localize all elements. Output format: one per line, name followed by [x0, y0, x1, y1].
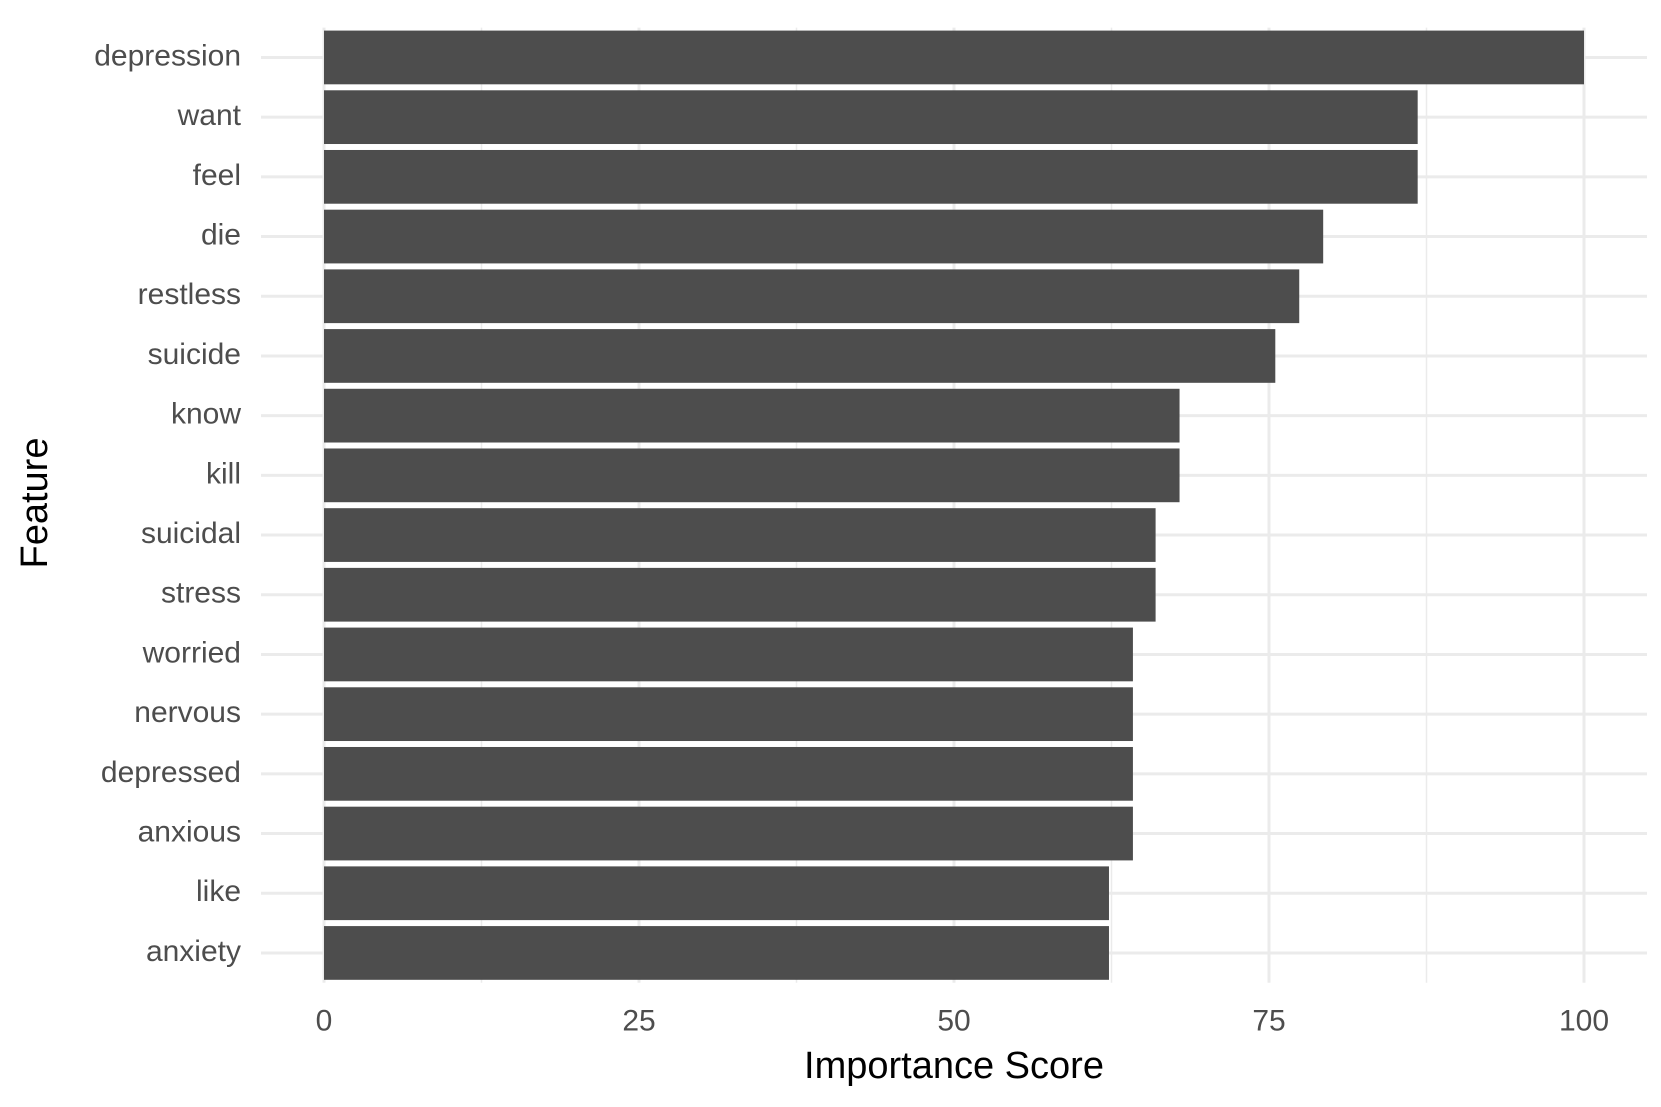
bar	[324, 508, 1156, 562]
y-tick-label: suicide	[148, 338, 241, 371]
y-tick-label: anxiety	[146, 935, 241, 968]
y-tick-label: kill	[206, 457, 241, 490]
y-tick-label: depression	[94, 39, 241, 72]
y-tick-label: feel	[193, 159, 241, 192]
bar	[324, 90, 1418, 145]
x-tick-label: 75	[1252, 1005, 1285, 1038]
bar	[324, 388, 1180, 443]
x-tick-label: 100	[1559, 1005, 1609, 1038]
x-tick-label: 25	[622, 1005, 655, 1038]
bar	[324, 687, 1133, 742]
y-axis-title: Feature	[14, 438, 56, 569]
y-tick-label: die	[201, 218, 241, 251]
y-tick-label: anxious	[138, 815, 241, 848]
bar	[324, 866, 1109, 921]
y-tick-label: want	[177, 99, 242, 132]
bar	[324, 448, 1180, 503]
x-tick-label: 0	[316, 1005, 333, 1038]
bar	[324, 746, 1133, 801]
y-tick-label: suicidal	[141, 517, 241, 550]
y-tick-label: know	[171, 398, 241, 431]
bar	[324, 567, 1156, 622]
bar	[324, 30, 1584, 85]
x-axis-title: Importance Score	[804, 1045, 1104, 1087]
bar	[324, 806, 1133, 861]
bar	[324, 926, 1109, 980]
bar	[324, 269, 1300, 324]
y-tick-label: worried	[142, 636, 241, 669]
bar	[324, 329, 1276, 383]
y-tick-label: depressed	[101, 756, 241, 789]
x-tick-label: 50	[937, 1005, 970, 1038]
y-tick-label: nervous	[134, 696, 241, 729]
y-tick-label: like	[196, 875, 241, 908]
bar	[324, 209, 1324, 264]
y-tick-label: restless	[138, 278, 241, 311]
bar	[324, 149, 1418, 204]
bar	[324, 627, 1133, 682]
y-tick-label: stress	[161, 577, 241, 610]
